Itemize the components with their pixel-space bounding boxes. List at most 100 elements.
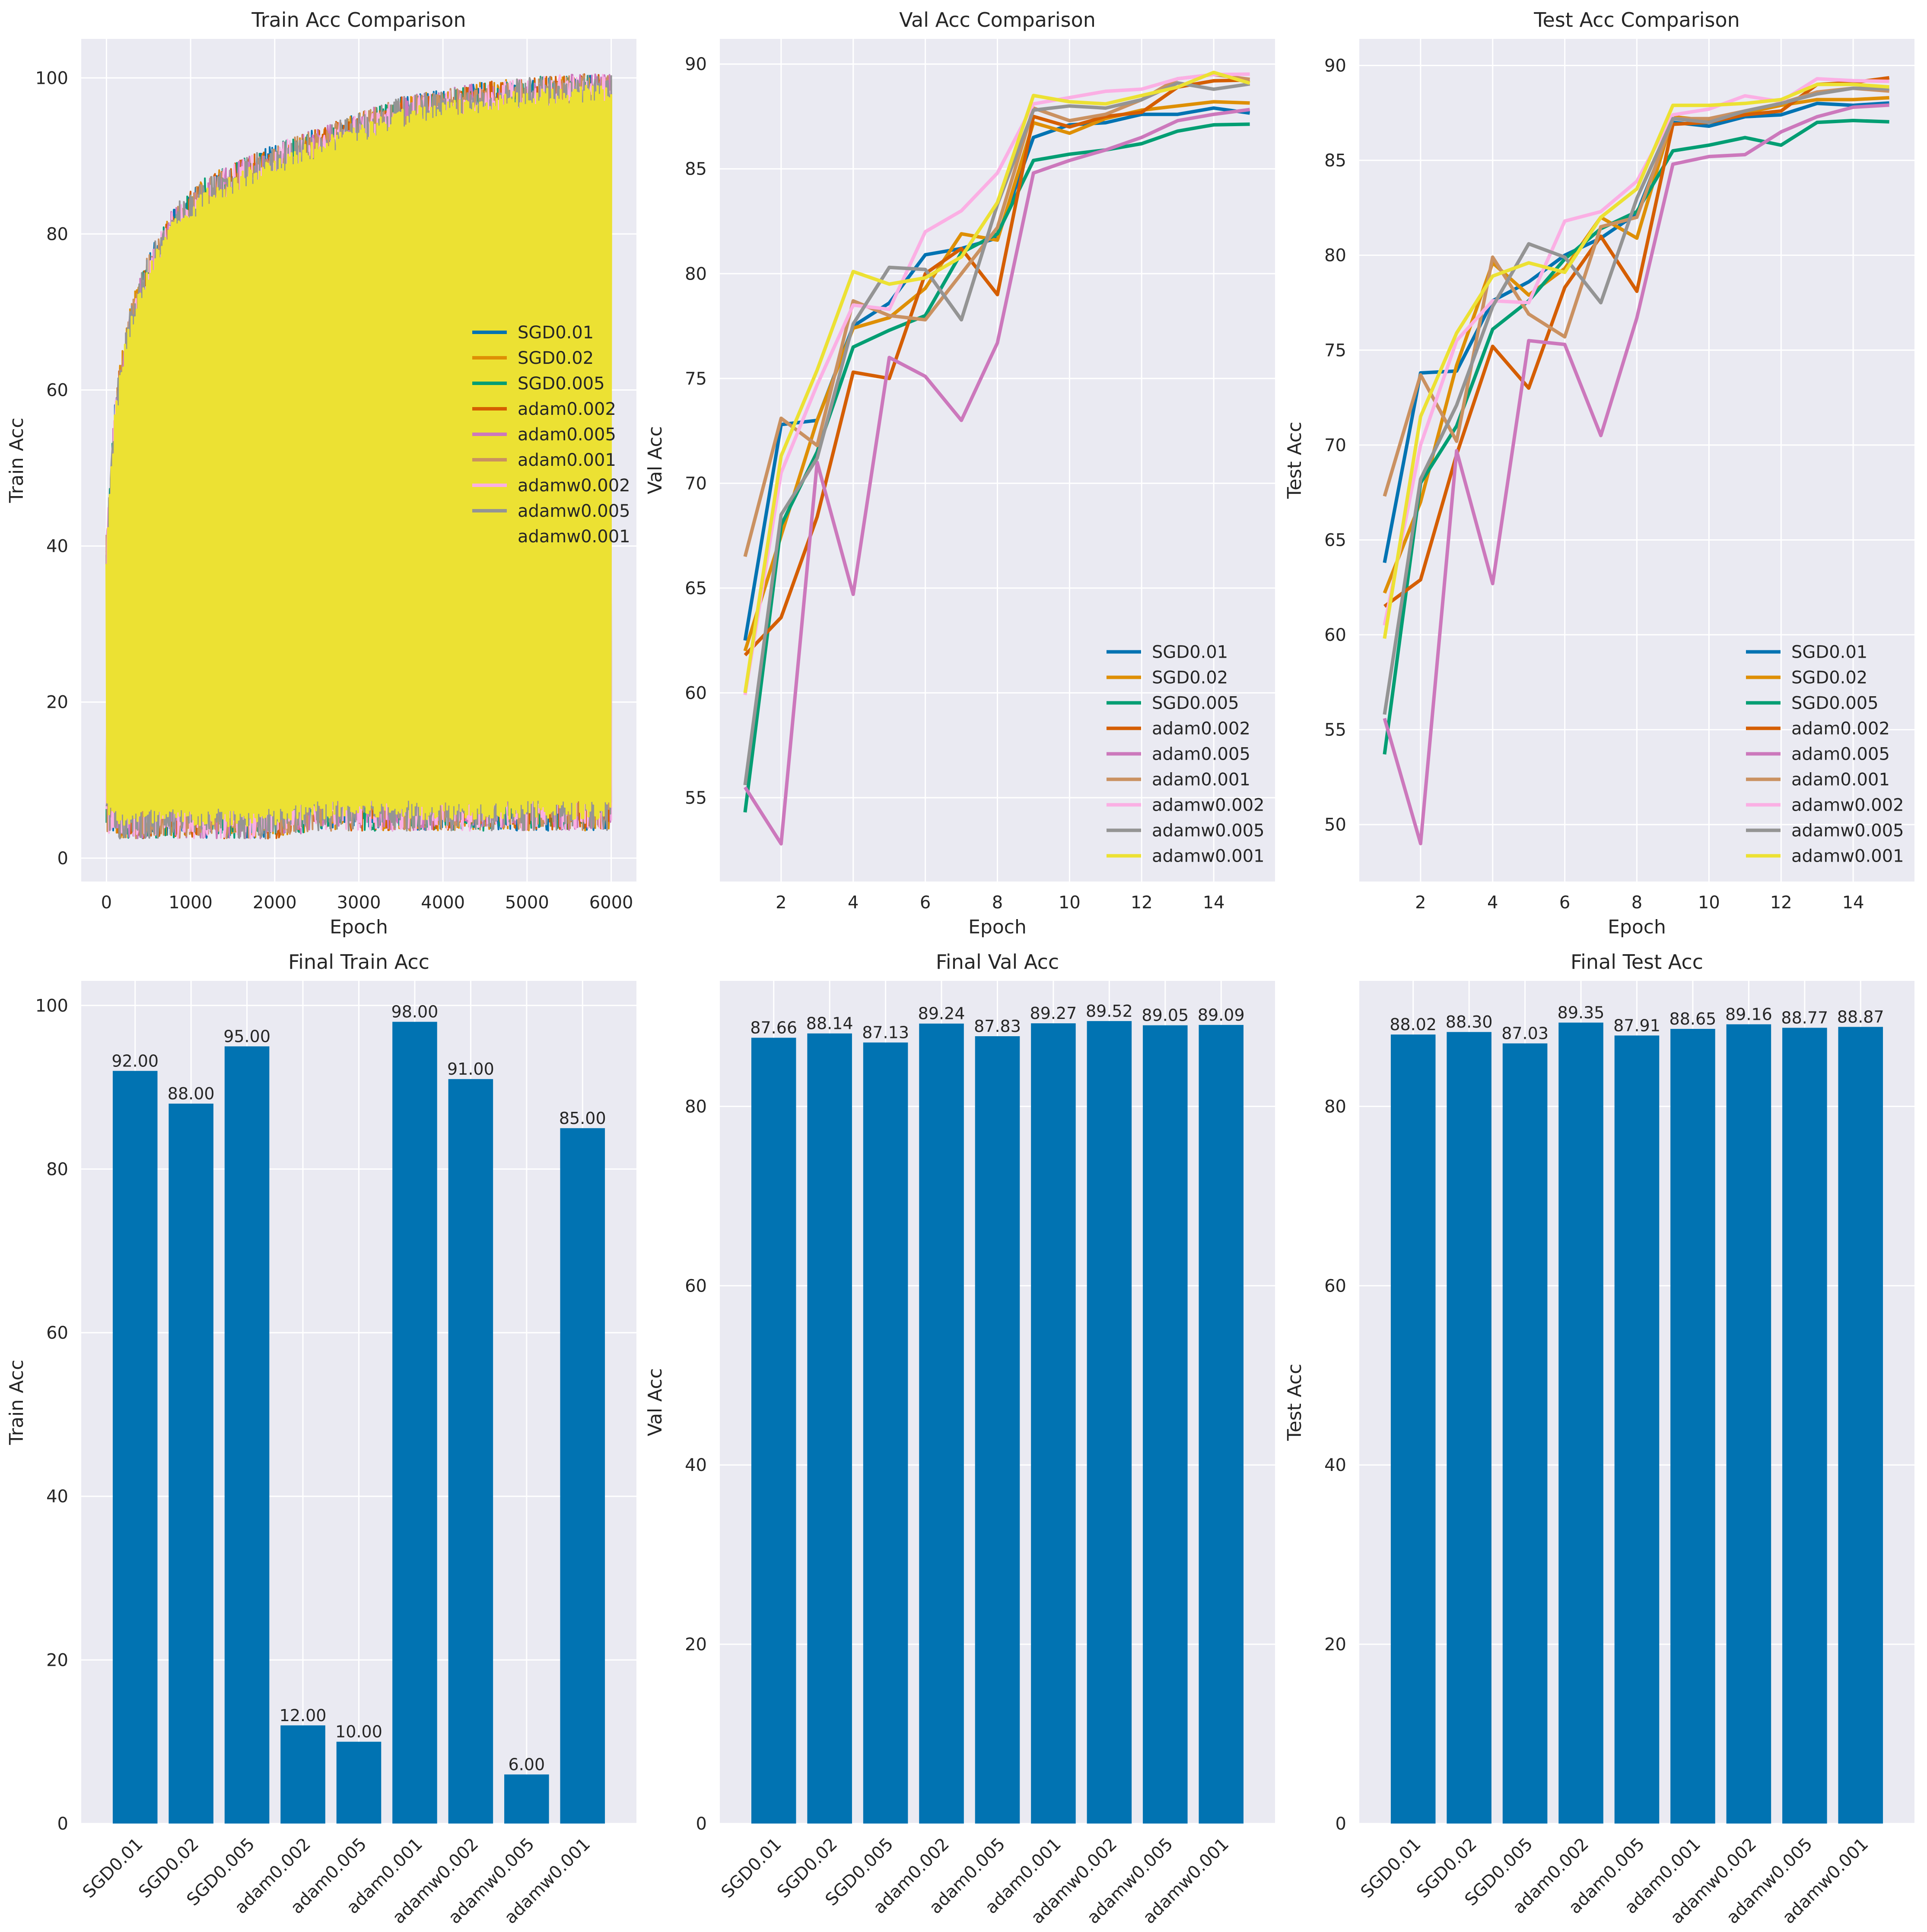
y-tick-label: 85	[685, 159, 707, 179]
legend-label: adam0.005	[518, 425, 616, 445]
y-axis-label: Test Acc	[1284, 1364, 1306, 1441]
legend-label: adam0.001	[1152, 770, 1250, 790]
legend-label: SGD0.01	[1152, 643, 1228, 662]
y-tick-label: 100	[35, 68, 68, 88]
series-line-adamw0-001	[743, 70, 1250, 694]
y-tick-label: 65	[685, 579, 707, 598]
panel-4: 0 20 40 60 80 100 Final Train Acc Train Acc 92.0…	[6, 950, 636, 1928]
series-line-SGD0-005	[1383, 118, 1889, 755]
legend: SGD0.01 SGD0.02 SGD0.005 adam0.002 adam0.005…	[1107, 643, 1265, 866]
bar-value-label: 88.02	[1390, 1015, 1437, 1034]
legend-label: SGD0.01	[518, 323, 594, 343]
bar-SGD0-02	[169, 1103, 213, 1824]
bar-adamw0-002	[1087, 1021, 1132, 1824]
y-tick-label: 55	[685, 788, 707, 808]
bar-value-label: 92.00	[111, 1051, 159, 1070]
series-line-adamw0-001	[1383, 83, 1889, 639]
legend-label: adam0.001	[1791, 770, 1890, 790]
x-tick-label: 3000	[337, 893, 381, 913]
series-line-adamw0-002	[743, 72, 1250, 695]
bar-SGD0-005	[1502, 1043, 1548, 1824]
bar-value-label: 89.35	[1558, 1003, 1605, 1022]
x-axis-label: Epoch	[1608, 916, 1666, 938]
bar-SGD0-01	[112, 1071, 158, 1824]
bar-value-label: 88.65	[1669, 1009, 1717, 1028]
y-tick-label: 60	[46, 1323, 68, 1343]
legend-label: SGD0.005	[518, 374, 605, 394]
x-tick-label: 14	[1842, 893, 1864, 913]
chart-title: Final Val Acc	[936, 950, 1059, 974]
series-line-adamw0-002	[1383, 77, 1889, 626]
y-tick-label: 20	[46, 1650, 68, 1670]
chart-title: Final Train Acc	[288, 950, 429, 974]
legend-label: adamw0.001	[1791, 847, 1904, 866]
bar-adam0-002	[280, 1725, 325, 1824]
bar-adam0-001	[1031, 1023, 1076, 1824]
legend-label: SGD0.005	[1791, 694, 1879, 713]
bar-value-label: 89.24	[918, 1004, 965, 1023]
bar-adamw0-001	[1838, 1027, 1883, 1824]
x-tick-label: 8	[1631, 893, 1642, 913]
bar-value-label: 88.00	[168, 1084, 215, 1103]
legend-label: adamw0.002	[1152, 796, 1265, 815]
bar-value-label: 12.00	[280, 1706, 327, 1725]
x-tick-label: 14	[1203, 893, 1225, 913]
legend-label: SGD0.01	[1791, 643, 1867, 662]
legend: SGD0.01 SGD0.02 SGD0.005 adam0.002 adam0.005…	[1746, 643, 1904, 866]
series-line-adam0-005	[1383, 103, 1889, 846]
x-tick-label: 4	[1487, 893, 1498, 913]
y-tick-label: 40	[46, 1487, 68, 1507]
series-line-adam0-002	[744, 78, 1250, 656]
bar-value-label: 87.03	[1501, 1024, 1549, 1043]
y-tick-label: 90	[1324, 56, 1346, 76]
y-axis-label: Train Acc	[6, 417, 28, 503]
bar-value-label: 88.87	[1837, 1007, 1884, 1026]
bar-value-label: 88.77	[1781, 1008, 1828, 1027]
x-tick-label: 2000	[253, 893, 297, 913]
bar-adam0-001	[1670, 1028, 1715, 1824]
y-tick-label: 40	[46, 537, 68, 557]
x-tick-label: 12	[1770, 893, 1792, 913]
legend-label: adam0.002	[1791, 719, 1890, 739]
series-line-adam0-001	[743, 73, 1250, 557]
legend-label: adam0.001	[518, 450, 616, 470]
series-line-SGD0-02	[1383, 96, 1889, 594]
chart-title: Test Acc Comparison	[1533, 8, 1740, 32]
legend-label: adamw0.002	[1791, 796, 1904, 815]
y-tick-label: 80	[46, 224, 68, 244]
x-tick-label: 10	[1059, 893, 1081, 913]
legend-label: adam0.002	[1152, 719, 1250, 739]
bar-value-label: 89.09	[1198, 1006, 1245, 1025]
bar-value-label: 88.14	[806, 1014, 853, 1033]
y-tick-label: 0	[1336, 1814, 1346, 1834]
bar-adam0-005	[336, 1741, 382, 1824]
y-axis-label: Val Acc	[644, 426, 666, 494]
series-line-adamw0-001	[105, 85, 613, 828]
bar-value-label: 87.83	[974, 1017, 1021, 1036]
bar-value-label: 10.00	[335, 1722, 382, 1741]
series-line-adam0-002	[1383, 76, 1890, 608]
y-axis-label: Test Acc	[1284, 422, 1306, 499]
x-tick-label: 2	[776, 893, 786, 913]
y-tick-label: 0	[57, 1814, 68, 1834]
x-tick-label: 5000	[505, 893, 549, 913]
chart-title: Train Acc Comparison	[251, 8, 466, 32]
y-tick-label: 80	[46, 1159, 68, 1179]
bar-value-label: 89.27	[1030, 1004, 1077, 1023]
x-axis-label: Epoch	[968, 916, 1027, 938]
chart-title: Final Test Acc	[1571, 950, 1703, 974]
y-tick-label: 80	[1324, 1097, 1346, 1117]
series-line-adamw0-005	[1383, 86, 1889, 715]
bar-SGD0-005	[863, 1042, 908, 1824]
x-tick-label: 2	[1415, 893, 1426, 913]
y-tick-label: 0	[696, 1814, 707, 1834]
y-tick-label: 20	[685, 1635, 707, 1655]
legend-label: adamw0.005	[518, 501, 630, 521]
bar-SGD0-01	[751, 1038, 796, 1824]
x-tick-label: 6000	[589, 893, 633, 913]
legend: SGD0.01 SGD0.02 SGD0.005 adam0.002 adam0.005…	[472, 323, 630, 547]
bar-value-label: 89.52	[1086, 1002, 1133, 1021]
legend-label: adam0.002	[518, 399, 616, 419]
